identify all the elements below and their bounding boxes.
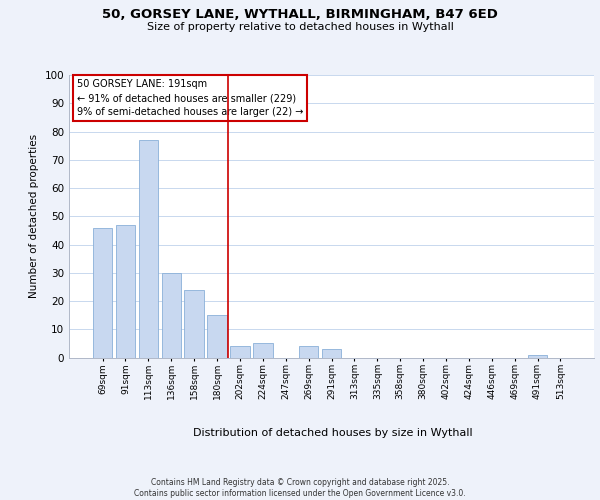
Text: 50, GORSEY LANE, WYTHALL, BIRMINGHAM, B47 6ED: 50, GORSEY LANE, WYTHALL, BIRMINGHAM, B4… <box>102 8 498 20</box>
Bar <box>299 346 319 358</box>
Bar <box>93 228 112 358</box>
Bar <box>208 315 227 358</box>
Bar <box>230 346 250 358</box>
Bar <box>161 273 181 357</box>
Y-axis label: Number of detached properties: Number of detached properties <box>29 134 39 298</box>
Bar <box>528 354 547 358</box>
Bar <box>322 349 341 358</box>
Bar <box>116 224 135 358</box>
Bar <box>253 344 272 357</box>
Text: Size of property relative to detached houses in Wythall: Size of property relative to detached ho… <box>146 22 454 32</box>
Text: Distribution of detached houses by size in Wythall: Distribution of detached houses by size … <box>193 428 473 438</box>
Text: Contains HM Land Registry data © Crown copyright and database right 2025.
Contai: Contains HM Land Registry data © Crown c… <box>134 478 466 498</box>
Bar <box>184 290 204 358</box>
Bar <box>139 140 158 358</box>
Text: 50 GORSEY LANE: 191sqm
← 91% of detached houses are smaller (229)
9% of semi-det: 50 GORSEY LANE: 191sqm ← 91% of detached… <box>77 79 303 117</box>
